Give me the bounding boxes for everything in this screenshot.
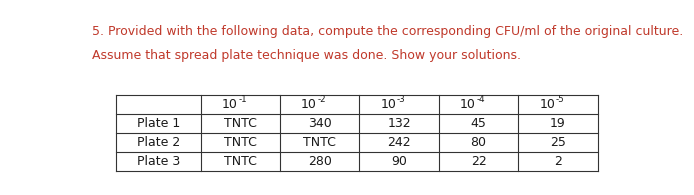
Text: Assume that spread plate technique was done. Show your solutions.: Assume that spread plate technique was d… bbox=[92, 49, 521, 62]
Text: 80: 80 bbox=[471, 136, 486, 149]
Text: 10: 10 bbox=[539, 98, 555, 111]
Text: Plate 3: Plate 3 bbox=[137, 155, 180, 168]
Text: 19: 19 bbox=[550, 117, 566, 130]
Text: -4: -4 bbox=[476, 95, 485, 104]
Text: 10: 10 bbox=[221, 98, 237, 111]
Text: 242: 242 bbox=[387, 136, 411, 149]
Text: 132: 132 bbox=[387, 117, 411, 130]
Text: 280: 280 bbox=[307, 155, 332, 168]
Text: Plate 1: Plate 1 bbox=[137, 117, 180, 130]
Text: -3: -3 bbox=[397, 95, 406, 104]
Text: -5: -5 bbox=[556, 95, 565, 104]
Text: TNTC: TNTC bbox=[224, 155, 257, 168]
Text: 10: 10 bbox=[460, 98, 476, 111]
Text: -1: -1 bbox=[238, 95, 247, 104]
Text: 10: 10 bbox=[380, 98, 396, 111]
Text: -2: -2 bbox=[318, 95, 326, 104]
Text: 2: 2 bbox=[554, 155, 562, 168]
Text: 90: 90 bbox=[391, 155, 407, 168]
Text: 10: 10 bbox=[301, 98, 317, 111]
Text: TNTC: TNTC bbox=[224, 117, 257, 130]
Text: Plate 2: Plate 2 bbox=[137, 136, 180, 149]
Text: 340: 340 bbox=[308, 117, 332, 130]
Text: TNTC: TNTC bbox=[224, 136, 257, 149]
Text: TNTC: TNTC bbox=[303, 136, 336, 149]
Text: 45: 45 bbox=[471, 117, 486, 130]
Text: 22: 22 bbox=[471, 155, 486, 168]
Text: 5. Provided with the following data, compute the corresponding CFU/ml of the ori: 5. Provided with the following data, com… bbox=[92, 25, 684, 38]
Text: 25: 25 bbox=[550, 136, 566, 149]
